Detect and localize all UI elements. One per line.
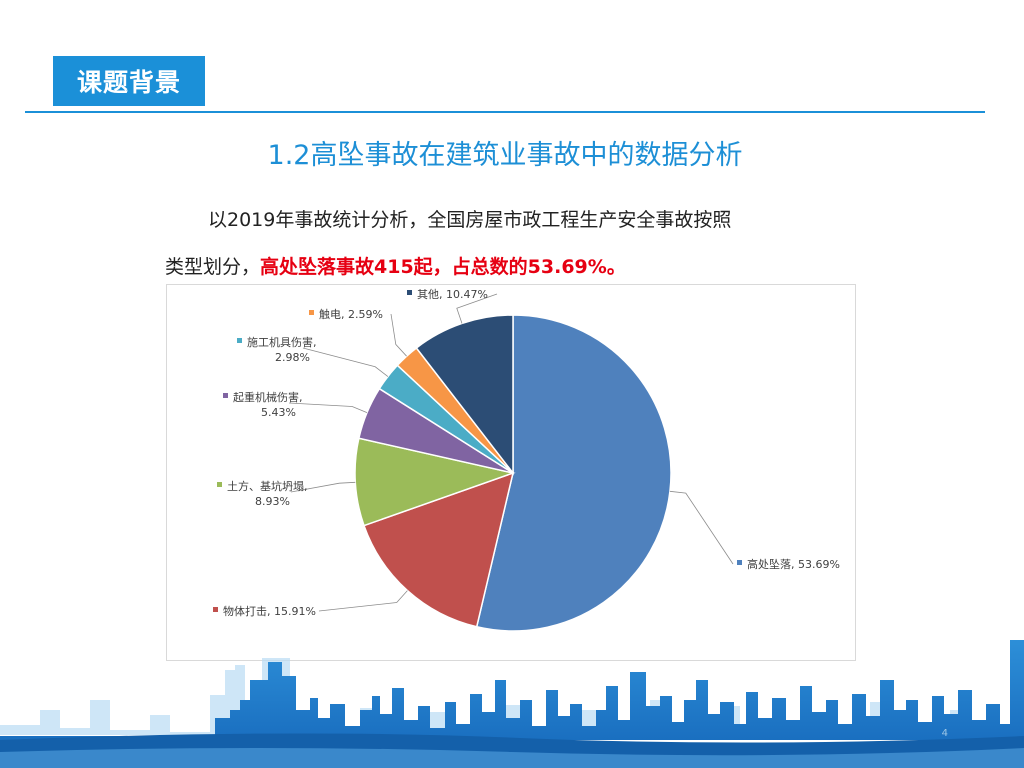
- slice-label-2: 土方、基坑坍塌,: [227, 479, 308, 493]
- label-marker-2: [217, 482, 222, 487]
- body-text-prefix: 类型划分，: [165, 256, 261, 278]
- slice-label-4-line2: 2.98%: [275, 351, 310, 364]
- pie-chart-frame: 高处坠落, 53.69% 物体打击, 15.91% 土方、基坑坍塌, 8.93% 起重机…: [166, 284, 856, 661]
- slice-label-0: 高处坠落, 53.69%: [747, 557, 840, 571]
- body-text-line-2: 类型划分，高处坠落事故415起，占总数的53.69%。: [165, 252, 626, 279]
- label-marker-4: [237, 338, 242, 343]
- pie-slice-0: [475, 314, 672, 632]
- pie-slice-2: [354, 437, 516, 527]
- slice-label-4: 施工机具伤害,: [247, 335, 317, 349]
- slide-title: 1.2高坠事故在建筑业事故中的数据分析: [267, 140, 743, 171]
- body-text-highlight: 高处坠落事故415起，占总数的53.69%。: [260, 256, 626, 278]
- leader-line-2: [290, 481, 356, 493]
- leader-line-4: [302, 347, 389, 377]
- pie-chart: 高处坠落, 53.69% 物体打击, 15.91% 土方、基坑坍塌, 8.93% 起重机…: [213, 288, 840, 632]
- label-marker-3: [223, 393, 228, 398]
- leader-line-6: [456, 293, 498, 324]
- header-divider: [25, 111, 985, 113]
- slice-label-2-line2: 8.93%: [255, 495, 290, 508]
- slice-label-5: 触电, 2.59%: [319, 307, 383, 321]
- leader-line-5: [390, 313, 407, 357]
- slice-label-3-line2: 5.43%: [261, 406, 296, 419]
- pie-slice-1: [363, 471, 515, 628]
- slice-label-3: 起重机械伤害,: [233, 390, 303, 404]
- label-marker-0: [737, 560, 742, 565]
- leader-line-0: [669, 490, 734, 565]
- section-tag: 课题背景: [53, 56, 205, 106]
- label-marker-1: [213, 607, 218, 612]
- slice-label-1: 物体打击, 15.91%: [223, 604, 316, 618]
- slice-label-6: 其他, 10.47%: [417, 288, 488, 301]
- page-number: 4: [941, 728, 948, 739]
- label-marker-5: [309, 310, 314, 315]
- city-skyline-decoration: [0, 640, 1024, 768]
- leader-line-3: [288, 402, 368, 413]
- leader-line-1: [318, 590, 408, 612]
- body-text-line-1: 以2019年事故统计分析，全国房屋市政工程生产安全事故按照: [208, 209, 732, 231]
- label-marker-6: [407, 290, 412, 295]
